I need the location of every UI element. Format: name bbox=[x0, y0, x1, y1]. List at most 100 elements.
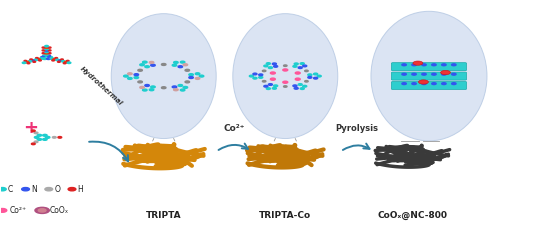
Circle shape bbox=[413, 61, 423, 65]
Circle shape bbox=[34, 137, 39, 138]
Circle shape bbox=[308, 77, 312, 78]
Circle shape bbox=[35, 207, 49, 214]
Circle shape bbox=[45, 187, 53, 191]
Circle shape bbox=[185, 69, 189, 71]
Circle shape bbox=[58, 61, 60, 62]
Circle shape bbox=[48, 50, 51, 51]
Circle shape bbox=[402, 83, 406, 85]
Circle shape bbox=[294, 87, 298, 89]
Circle shape bbox=[295, 78, 300, 80]
Circle shape bbox=[150, 61, 154, 63]
Circle shape bbox=[43, 58, 47, 59]
Circle shape bbox=[314, 73, 317, 75]
Circle shape bbox=[402, 73, 406, 75]
Circle shape bbox=[293, 65, 297, 67]
Circle shape bbox=[173, 61, 178, 63]
Circle shape bbox=[145, 66, 150, 68]
Circle shape bbox=[53, 137, 56, 138]
Circle shape bbox=[294, 63, 298, 65]
Circle shape bbox=[43, 138, 47, 140]
Circle shape bbox=[30, 59, 33, 60]
Circle shape bbox=[185, 81, 189, 83]
Circle shape bbox=[440, 70, 450, 75]
Circle shape bbox=[60, 59, 63, 60]
Circle shape bbox=[181, 61, 185, 63]
Circle shape bbox=[273, 63, 276, 65]
Circle shape bbox=[273, 87, 276, 89]
Circle shape bbox=[58, 137, 61, 138]
Circle shape bbox=[42, 50, 45, 51]
Circle shape bbox=[48, 56, 53, 58]
Circle shape bbox=[270, 72, 275, 74]
Circle shape bbox=[140, 87, 144, 88]
Circle shape bbox=[199, 75, 204, 77]
Circle shape bbox=[27, 63, 30, 64]
Circle shape bbox=[32, 143, 35, 145]
Circle shape bbox=[442, 73, 446, 75]
Circle shape bbox=[253, 73, 257, 75]
Circle shape bbox=[39, 58, 43, 59]
Circle shape bbox=[37, 59, 40, 60]
Circle shape bbox=[268, 84, 273, 85]
Circle shape bbox=[305, 81, 308, 82]
Circle shape bbox=[56, 59, 59, 61]
Circle shape bbox=[45, 50, 48, 51]
Circle shape bbox=[172, 86, 177, 88]
Circle shape bbox=[59, 60, 62, 61]
Circle shape bbox=[48, 53, 51, 54]
Circle shape bbox=[38, 209, 46, 212]
Circle shape bbox=[55, 58, 58, 59]
Circle shape bbox=[68, 187, 76, 191]
Circle shape bbox=[178, 66, 183, 68]
Circle shape bbox=[432, 64, 436, 66]
Circle shape bbox=[173, 89, 178, 91]
Text: TRIPTA: TRIPTA bbox=[146, 211, 182, 220]
Circle shape bbox=[274, 65, 278, 67]
Circle shape bbox=[67, 62, 71, 64]
Circle shape bbox=[249, 75, 253, 77]
Circle shape bbox=[42, 53, 45, 54]
Circle shape bbox=[172, 64, 177, 66]
Circle shape bbox=[452, 83, 456, 85]
Circle shape bbox=[34, 132, 38, 134]
Circle shape bbox=[61, 61, 65, 62]
Ellipse shape bbox=[111, 14, 216, 139]
Circle shape bbox=[298, 84, 302, 85]
Circle shape bbox=[266, 88, 270, 90]
Circle shape bbox=[150, 89, 154, 91]
Circle shape bbox=[34, 59, 37, 61]
Circle shape bbox=[264, 85, 268, 87]
Circle shape bbox=[45, 137, 50, 138]
Circle shape bbox=[263, 81, 266, 82]
Circle shape bbox=[134, 74, 138, 76]
Circle shape bbox=[293, 85, 297, 87]
Circle shape bbox=[45, 54, 48, 55]
Circle shape bbox=[442, 64, 446, 66]
Circle shape bbox=[52, 60, 54, 61]
Circle shape bbox=[283, 69, 288, 71]
Circle shape bbox=[45, 51, 48, 53]
Circle shape bbox=[268, 67, 273, 68]
Text: Pyrolysis: Pyrolysis bbox=[336, 124, 378, 133]
Circle shape bbox=[402, 64, 406, 66]
Circle shape bbox=[25, 61, 29, 63]
Text: TRIPTA-Co: TRIPTA-Co bbox=[259, 211, 311, 220]
Text: Co²⁺: Co²⁺ bbox=[10, 206, 27, 215]
Circle shape bbox=[189, 77, 193, 78]
Circle shape bbox=[259, 74, 263, 76]
Text: H: H bbox=[78, 185, 83, 194]
Circle shape bbox=[138, 69, 142, 71]
Circle shape bbox=[31, 60, 34, 61]
Circle shape bbox=[45, 46, 48, 47]
Circle shape bbox=[263, 70, 266, 72]
Circle shape bbox=[300, 88, 304, 90]
Circle shape bbox=[266, 63, 270, 64]
Text: C: C bbox=[8, 185, 13, 194]
Circle shape bbox=[452, 73, 456, 75]
Text: CoOₓ@NC-800: CoOₓ@NC-800 bbox=[377, 211, 448, 220]
Circle shape bbox=[412, 83, 416, 85]
Circle shape bbox=[422, 83, 426, 85]
Circle shape bbox=[412, 64, 416, 66]
Circle shape bbox=[295, 72, 300, 74]
Circle shape bbox=[124, 75, 128, 77]
